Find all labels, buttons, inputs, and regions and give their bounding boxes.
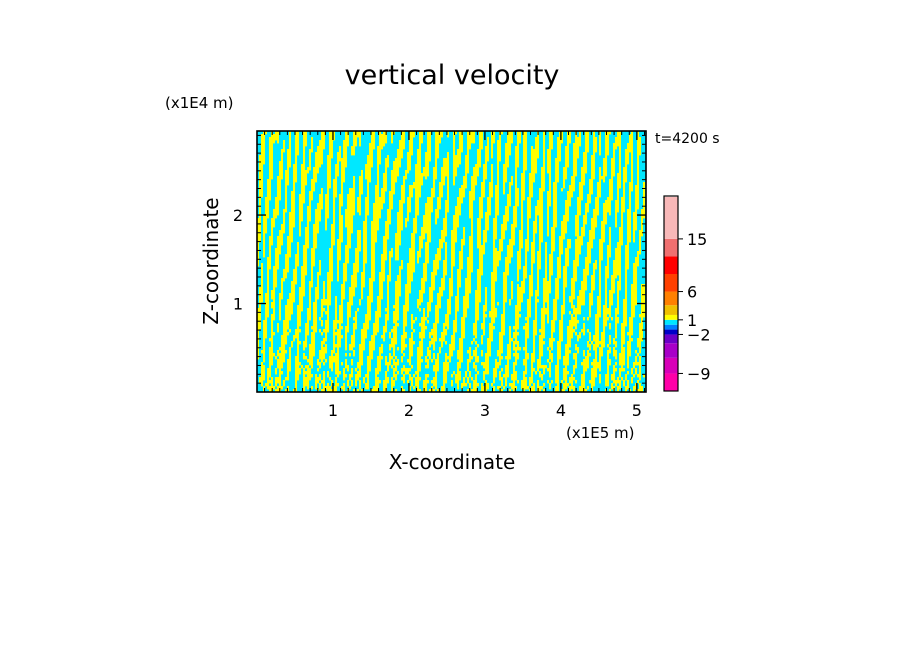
chart-title: vertical velocity <box>345 60 560 91</box>
colorbar-swatch <box>664 305 678 315</box>
z-scale-label: (x1E4 m) <box>165 94 234 112</box>
time-label: t=4200 s <box>655 131 720 147</box>
x-scale-label: (x1E5 m) <box>566 424 635 442</box>
colorbar-label: −2 <box>687 325 711 344</box>
velocity-field <box>257 131 646 392</box>
colorbar-swatch <box>664 319 678 325</box>
x-tick-label: 5 <box>632 401 642 420</box>
colorbar-swatch <box>664 314 678 320</box>
colorbar-swatch <box>664 324 678 330</box>
colorbar-swatch <box>664 256 678 274</box>
colorbar-label: −9 <box>687 364 711 383</box>
x-tick-label: 1 <box>328 401 338 420</box>
colorbar-label: 1 <box>687 311 697 330</box>
colorbar-swatch <box>664 334 678 344</box>
z-tick-label: 1 <box>233 295 243 314</box>
colorbar-swatch <box>664 196 678 239</box>
z-axis-label: Z-coordinate <box>199 197 223 324</box>
colorbar-frame <box>663 195 679 392</box>
colorbar-label: 15 <box>687 230 707 249</box>
colorbar-swatch <box>664 274 678 292</box>
colorbar-swatch <box>664 238 678 257</box>
z-tick-label: 2 <box>233 206 243 225</box>
colorbar-swatch <box>664 343 678 358</box>
colorbar-label: 6 <box>687 283 697 302</box>
plot-frame <box>256 130 647 393</box>
colorbar-swatch <box>664 329 678 335</box>
colorbar-swatch <box>664 291 678 306</box>
colorbar-swatch <box>664 373 678 391</box>
colorbar: 15 6 1−2 −9 <box>663 195 711 392</box>
x-tick-label: 3 <box>480 401 490 420</box>
x-ticks: 1 2 3 4 5 <box>264 131 645 420</box>
x-axis-label: X-coordinate <box>389 450 516 474</box>
z-ticks: 12 <box>233 134 646 384</box>
x-tick-label: 4 <box>556 401 566 420</box>
colorbar-swatch <box>664 357 678 374</box>
x-tick-label: 2 <box>404 401 414 420</box>
